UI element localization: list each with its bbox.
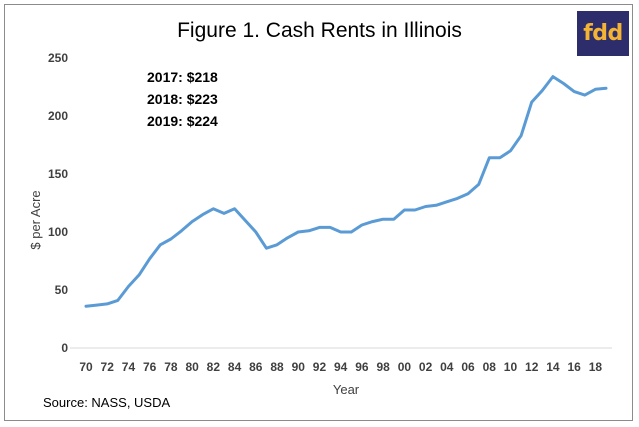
x-tick-label: 18	[589, 360, 603, 374]
x-axis-label: Year	[333, 382, 360, 397]
x-tick-label: 96	[355, 360, 369, 374]
annotation-2017: 2017: $218	[147, 69, 218, 85]
annotation-2019: 2019: $224	[147, 113, 218, 129]
y-tick-label: 200	[48, 109, 68, 123]
x-tick-label: 86	[249, 360, 263, 374]
x-tick-label: 12	[525, 360, 539, 374]
x-tick-label: 74	[122, 360, 136, 374]
y-tick-label: 50	[55, 283, 69, 297]
x-tick-label: 04	[440, 360, 454, 374]
chart-frame	[4, 4, 633, 421]
source-note: Source: NASS, USDA	[43, 395, 171, 410]
x-tick-label: 06	[461, 360, 475, 374]
y-axis-label: $ per Acre	[28, 190, 43, 249]
x-tick-label: 10	[504, 360, 518, 374]
x-tick-label: 76	[143, 360, 157, 374]
x-tick-label: 72	[101, 360, 115, 374]
y-tick-label: 100	[48, 225, 68, 239]
x-tick-label: 92	[313, 360, 327, 374]
x-tick-label: 88	[270, 360, 284, 374]
cash-rent-line	[84, 75, 608, 308]
x-tick-label: 16	[567, 360, 581, 374]
fdd-logo: fdd	[577, 11, 629, 56]
x-tick-label: 08	[483, 360, 497, 374]
x-tick-label: 98	[376, 360, 390, 374]
y-tick-label: 150	[48, 167, 68, 181]
chart-title: Figure 1. Cash Rents in Illinois	[177, 19, 462, 42]
annotation-2018: 2018: $223	[147, 91, 218, 107]
x-tick-label: 02	[419, 360, 433, 374]
y-tick-label: 0	[61, 341, 68, 355]
x-tick-label: 00	[398, 360, 412, 374]
x-tick-label: 78	[164, 360, 178, 374]
x-tick-label: 14	[546, 360, 560, 374]
x-tick-label: 90	[292, 360, 306, 374]
x-tick-label: 84	[228, 360, 242, 374]
y-tick-label: 250	[48, 51, 68, 65]
x-tick-label: 94	[334, 360, 348, 374]
x-tick-label: 82	[207, 360, 221, 374]
x-tick-label: 80	[185, 360, 199, 374]
x-tick-label: 70	[79, 360, 93, 374]
